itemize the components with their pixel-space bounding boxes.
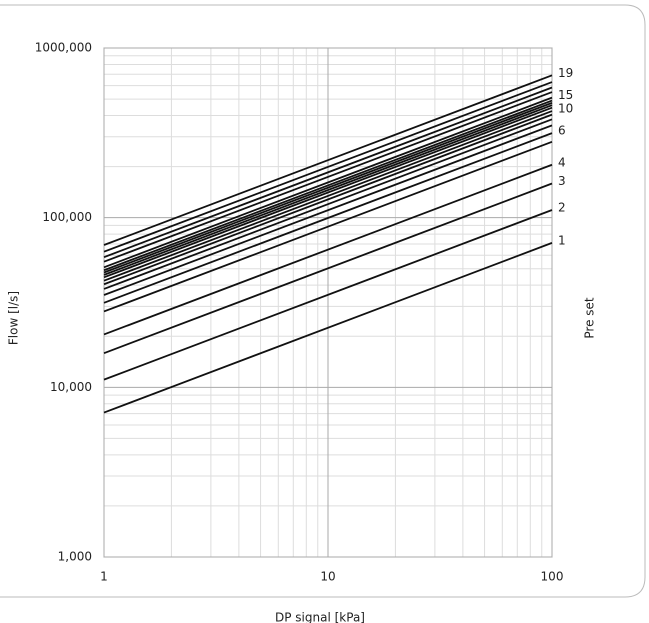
y-tick-label: 1000,000: [35, 41, 92, 55]
series-line: [103, 242, 553, 414]
x-tick-label: 1: [100, 570, 108, 584]
series-line: [103, 124, 553, 296]
series-line: [103, 74, 553, 246]
y-tick-label: 1,000: [58, 550, 92, 564]
frame: [0, 4, 646, 598]
series-line: [103, 99, 553, 272]
series-line: [103, 91, 553, 263]
series-label: 10: [558, 102, 573, 116]
x-tick-label: 100: [541, 570, 564, 584]
series-line: [103, 81, 553, 253]
series-line: [103, 96, 553, 269]
series-label: 19: [558, 66, 573, 80]
series-line: [103, 163, 553, 336]
series-line: [103, 132, 553, 304]
series-line: [103, 140, 553, 313]
series-line: [103, 118, 553, 290]
series-label: 2: [558, 200, 566, 214]
series-label: 15: [558, 88, 573, 102]
series-line: [103, 106, 553, 279]
y-axis-label: Flow [l/s]: [7, 291, 21, 345]
series-line: [103, 104, 553, 276]
series-line: [103, 102, 553, 274]
series-line: [103, 209, 553, 381]
series-line: [103, 182, 553, 355]
x-tick-label: 10: [320, 570, 335, 584]
series-label: 6: [558, 124, 566, 138]
series-line: [103, 110, 553, 282]
series-line: [103, 113, 553, 286]
y2-axis-label: Pre set: [583, 297, 597, 339]
y-tick-label: 10,000: [50, 380, 92, 394]
series-label: 4: [558, 155, 566, 169]
series-line: [103, 86, 553, 259]
series-label: 1: [558, 233, 566, 247]
x-axis-label: DP signal [kPa]: [275, 611, 365, 623]
series-label: 3: [558, 174, 566, 188]
y-tick-label: 100,000: [42, 210, 92, 224]
